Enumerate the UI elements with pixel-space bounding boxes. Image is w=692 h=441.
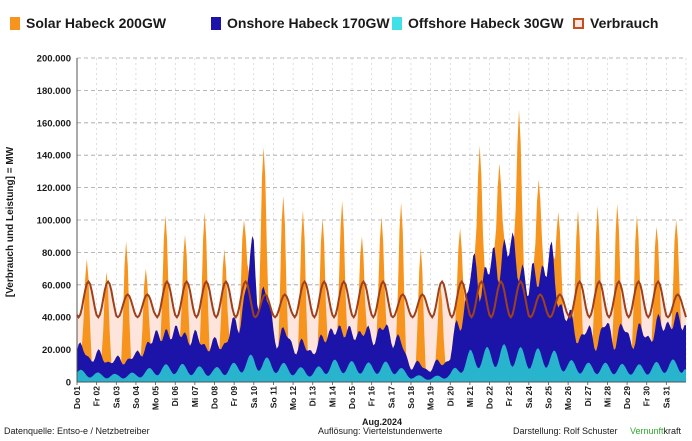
y-tick-label: 60.000 <box>42 280 71 291</box>
legend-swatch-onshore <box>211 16 221 30</box>
x-tick-label: Di 20 <box>445 386 455 407</box>
y-tick-label: 20.000 <box>42 345 71 356</box>
legend-item-offshore: Offshore Habeck 30GW <box>392 10 564 36</box>
footer-brand-suffix: kraft <box>663 426 682 436</box>
x-tick-label: Mi 21 <box>465 386 475 408</box>
x-tick-label: Fr 16 <box>367 386 377 407</box>
x-tick-label: Mi 14 <box>327 386 337 408</box>
legend-label-solar: Solar Habeck 200GW <box>26 15 167 31</box>
series-offshore-area <box>77 344 686 382</box>
x-tick-label: Sa 17 <box>386 386 396 408</box>
x-tick-label: Fr 30 <box>642 386 652 407</box>
x-tick-label: Fr 09 <box>229 386 239 407</box>
x-tick-label: Di 27 <box>583 386 593 407</box>
x-tick-label: Di 06 <box>170 386 180 407</box>
legend-label-onshore: Onshore Habeck 170GW <box>227 15 390 31</box>
footer-brand: Vernunftkraft <box>630 426 681 436</box>
x-tick-label: Do 22 <box>485 386 495 409</box>
x-tick-label: Sa 31 <box>661 386 671 408</box>
x-tick-label: Mo 19 <box>426 386 436 410</box>
x-tick-label: Sa 03 <box>111 386 121 408</box>
x-tick-label: So 18 <box>406 386 416 409</box>
footer-source: Datenquelle: Entso-e / Netzbetreiber <box>4 426 150 436</box>
y-tick-label: 140.000 <box>37 151 71 162</box>
x-tick-label: So 25 <box>544 386 554 409</box>
x-tick-label: Di 13 <box>308 386 318 407</box>
y-tick-label: 80.000 <box>42 248 71 259</box>
x-tick-label: Do 08 <box>210 386 220 409</box>
x-tick-label: Sa 10 <box>249 386 259 408</box>
legend-swatch-solar <box>10 16 20 30</box>
legend-label-offshore: Offshore Habeck 30GW <box>408 15 564 31</box>
legend-item-solar: Solar Habeck 200GW <box>10 10 166 36</box>
chart-axes: 0 20.000 40.000 60.000 80.000 100.000 120.000 1… <box>37 54 686 410</box>
x-tick-label: Mi 07 <box>190 386 200 408</box>
x-tick-label: Fr 23 <box>504 386 514 407</box>
x-tick-label: Sa 24 <box>524 386 534 408</box>
x-tick-label: Mo 05 <box>151 386 161 410</box>
legend-swatch-verbrauch <box>573 17 584 29</box>
x-axis-label: Aug.2024 <box>362 417 402 427</box>
legend-item-onshore: Onshore Habeck 170GW <box>211 10 390 36</box>
y-axis-label: [Verbrauch und Leistung] = MW <box>5 146 16 297</box>
y-tick-label: 160.000 <box>37 118 71 129</box>
y-tick-label: 0 <box>66 378 71 389</box>
y-tick-label: 100.000 <box>37 216 71 227</box>
chart-areas <box>76 109 687 383</box>
x-tick-label: Mo 26 <box>563 386 573 410</box>
x-tick-label: Do 15 <box>347 386 357 409</box>
x-tick-label: Do 29 <box>622 386 632 409</box>
x-tick-label: Mi 28 <box>602 386 612 408</box>
x-tick-label: So 04 <box>131 386 141 409</box>
series-onshore-area <box>77 232 686 382</box>
x-tick-label: So 11 <box>269 386 279 408</box>
x-tick-label: Do 01 <box>72 386 82 409</box>
y-tick-label: 120.000 <box>37 183 71 194</box>
legend-item-verbrauch: Verbrauch <box>573 10 658 36</box>
series-verbrauch-line <box>76 279 687 319</box>
chart-legend: Solar Habeck 200GW Onshore Habeck 170GW … <box>0 10 692 36</box>
legend-label-verbrauch: Verbrauch <box>590 15 659 31</box>
x-tick-label: Mo 12 <box>288 386 298 410</box>
footer-resolution: Auflösung: Viertelstundenwerte <box>318 426 443 436</box>
footer-author: Darstellung: Rolf Schuster <box>513 426 618 436</box>
y-tick-label: 40.000 <box>42 313 71 324</box>
y-tick-label: 200.000 <box>37 54 71 65</box>
footer-brand-prefix: Vernunft <box>630 426 664 436</box>
legend-swatch-offshore <box>392 16 402 30</box>
y-tick-label: 180.000 <box>37 86 71 97</box>
x-tick-label: Fr 02 <box>92 386 102 407</box>
